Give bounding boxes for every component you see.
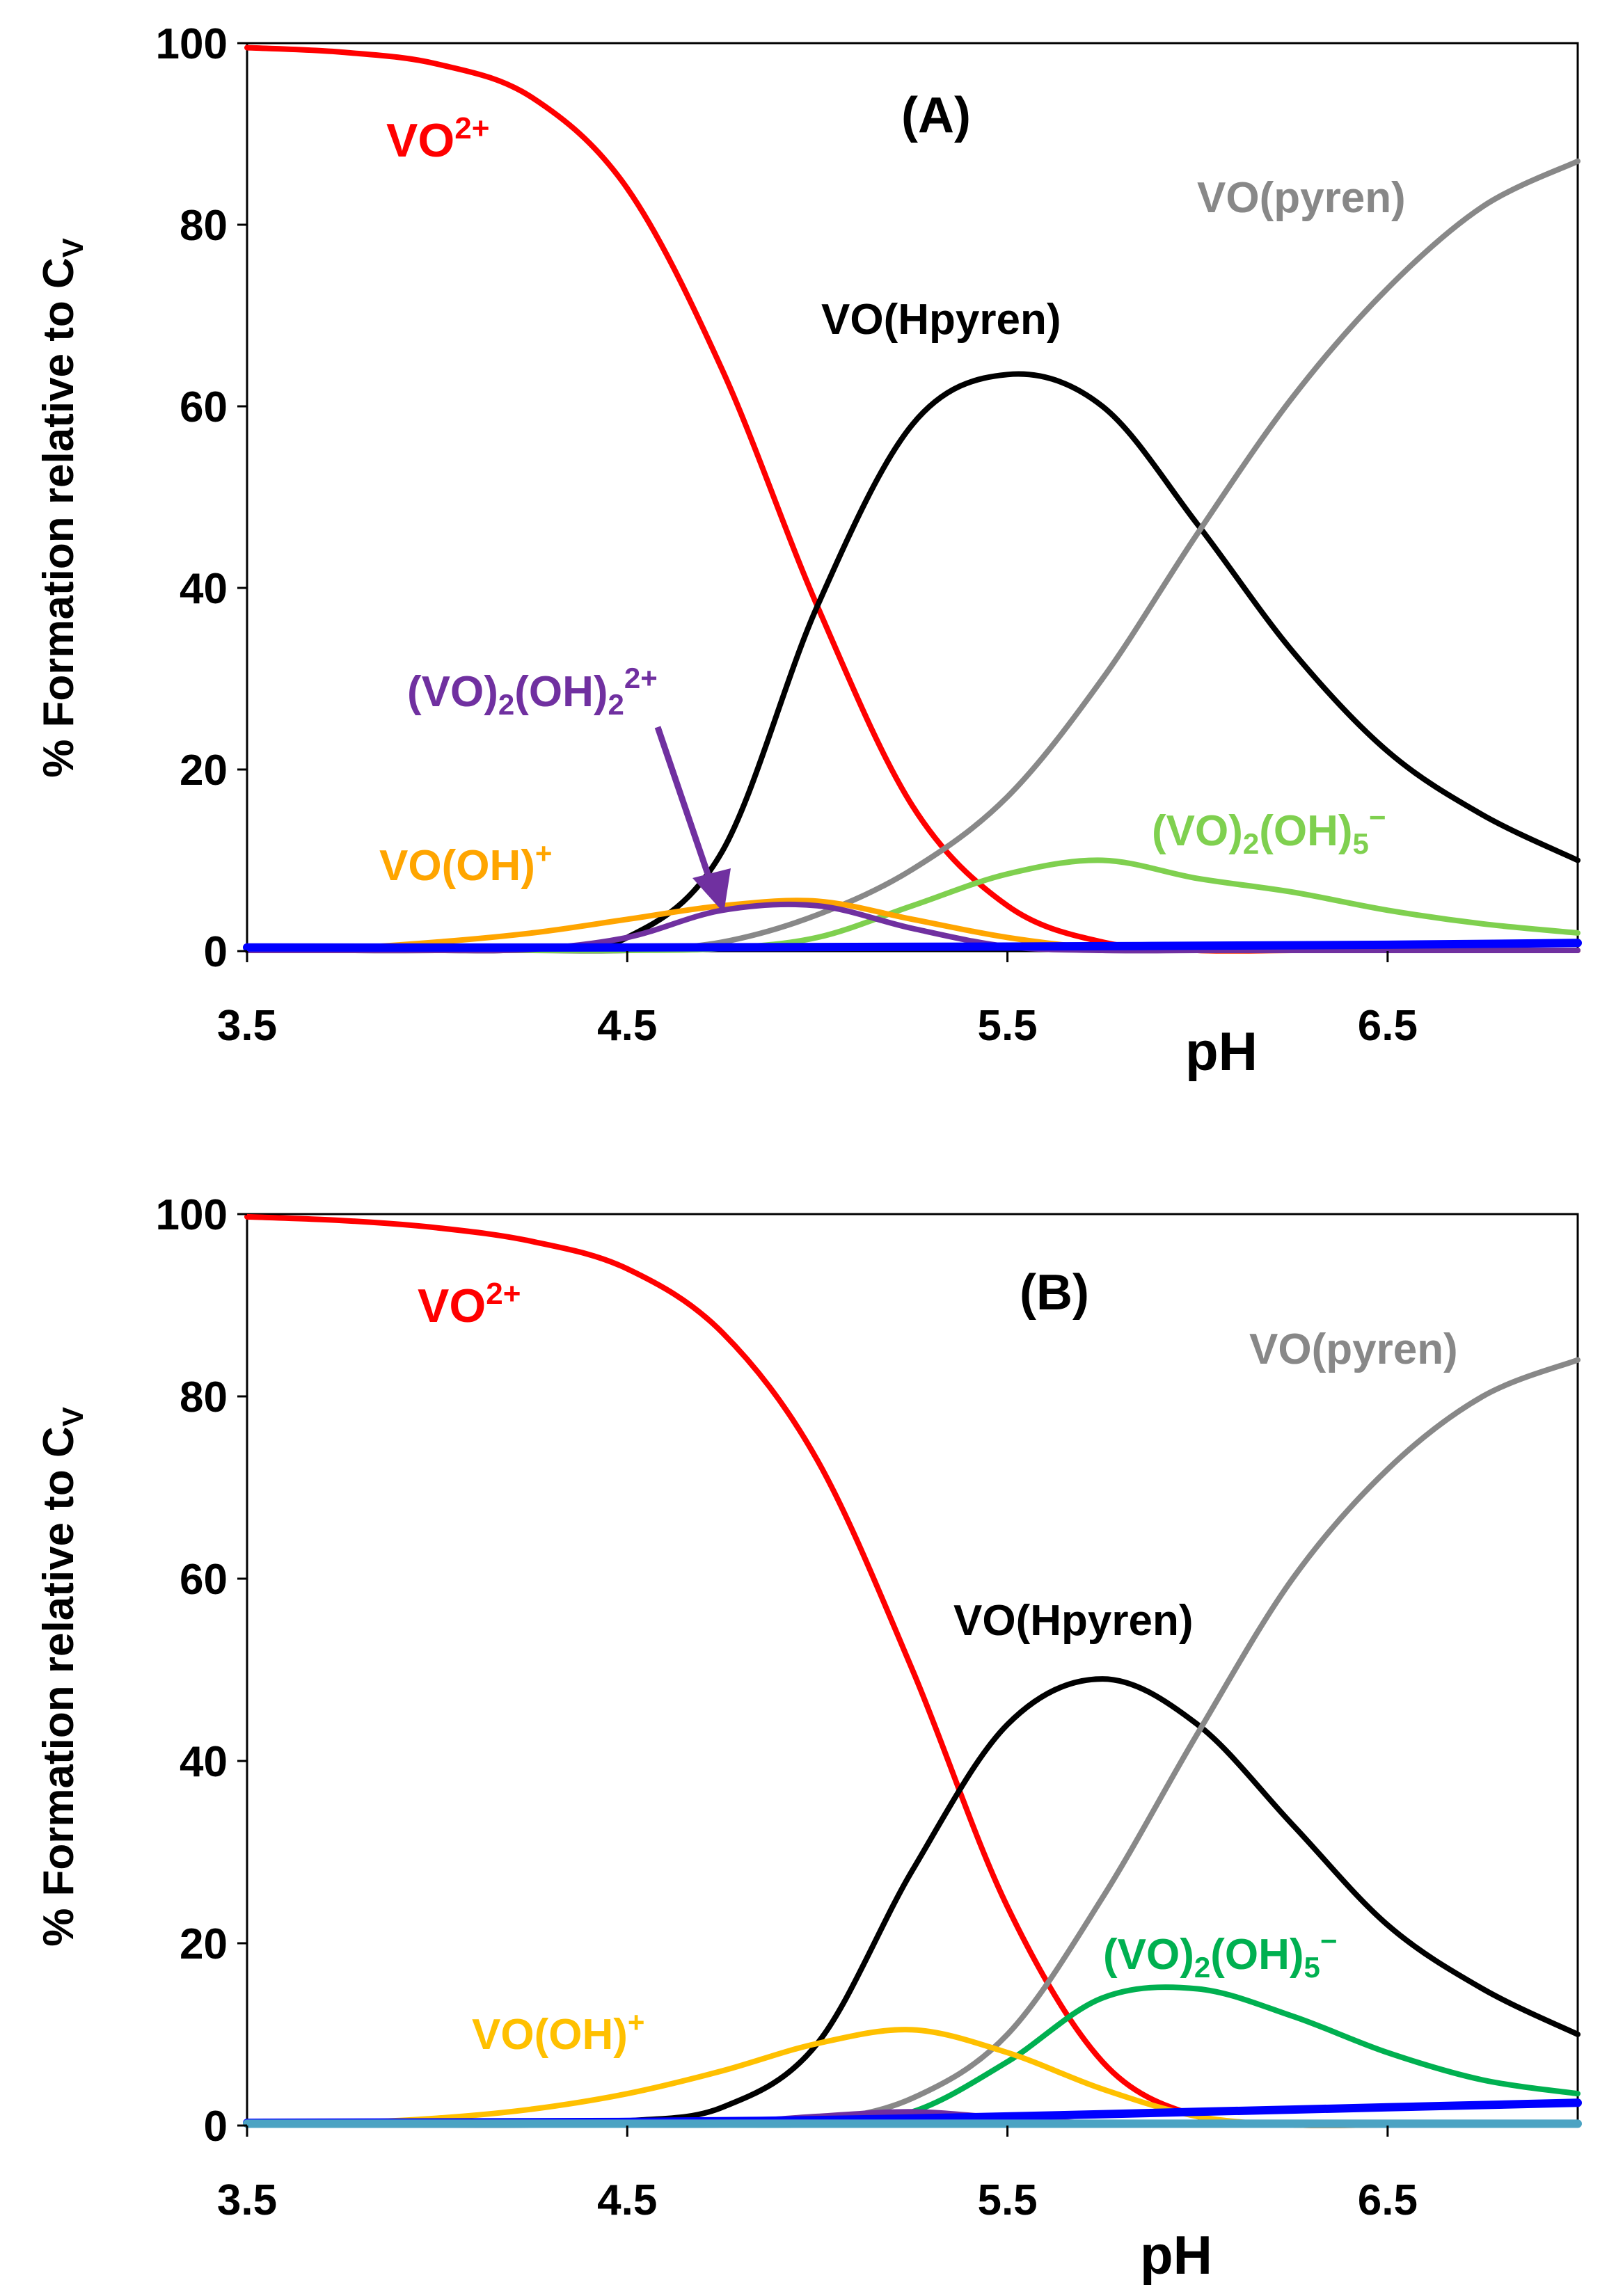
- x-tick-label: 5.5: [977, 2176, 1037, 2224]
- x-tick-label: 3.5: [217, 2176, 277, 2224]
- label-vo2oh5-a-mid: (OH): [1259, 807, 1352, 855]
- annotation-arrow-a-line: [654, 726, 713, 882]
- x-axis-label-b: pH: [1140, 2224, 1212, 2286]
- y-axis-label-b: % Formation relative to CV: [35, 1407, 89, 1947]
- tick-layer-b: 0 20 40 60 80 100 3.5 4.5 5.5 6.5: [156, 1191, 1418, 2224]
- y-tick-label: 80: [180, 202, 228, 250]
- label-vo2oh5-b-sup: −: [1320, 1924, 1338, 1957]
- label-vo2oh5-a-sup: −: [1369, 801, 1386, 834]
- x-axis-label-a: pH: [1185, 1021, 1258, 1082]
- label-vo2-a-sup: 2+: [454, 111, 489, 145]
- label-vohpyren-b: VO(Hpyren): [953, 1597, 1193, 1645]
- panel-b: 0 20 40 60 80 100 3.5 4.5 5.5 6.5 (B) pH % Format…: [35, 1191, 1582, 2286]
- label-vo2-b: VO2+: [418, 1277, 521, 1332]
- label-vo2oh5-b: (VO)2(OH)5−: [1103, 1924, 1337, 1984]
- label-vo2-a-main: VO: [386, 114, 454, 167]
- label-vo2oh5-b-sub2: 5: [1304, 1951, 1320, 1984]
- label-vo2oh5-a-sub: 2: [1243, 827, 1259, 860]
- panel-a: 0 20 40 60 80 100 3.5 4.5 5.5 6.5 (A) pH % Format…: [35, 20, 1582, 1082]
- y-tick-label: 20: [180, 1920, 228, 1968]
- y-tick-label: 0: [204, 2103, 228, 2151]
- x-tick-label: 6.5: [1358, 2176, 1418, 2224]
- plot-area-a: [246, 42, 1579, 952]
- series-layer-a: [243, 45, 1582, 954]
- y-tick-label: 40: [180, 565, 228, 613]
- y-tick-label: 60: [180, 1556, 228, 1604]
- tick-layer-a: 0 20 40 60 80 100 3.5 4.5 5.5 6.5: [156, 20, 1418, 1050]
- y-axis-label-a: % Formation relative to CV: [35, 238, 89, 778]
- y-axis-label-b-main: % Formation relative to C: [35, 1426, 83, 1947]
- annotation-arrow-a: [654, 726, 731, 913]
- label-vopyren-a: VO(pyren): [1197, 174, 1406, 222]
- y-tick-label: 20: [180, 747, 228, 795]
- x-tick-label: 5.5: [977, 1002, 1037, 1050]
- label-vooh-a: VO(OH)+: [379, 837, 552, 890]
- series-layer-b: [243, 1213, 1582, 2128]
- label-vo2oh22-a-mid: (OH): [514, 668, 608, 716]
- label-vopyren-b: VO(pyren): [1249, 1325, 1458, 1373]
- y-tick-label: 80: [180, 1373, 228, 1421]
- y-axis-label-a-main: % Formation relative to C: [35, 257, 83, 778]
- y-tick-label: 100: [156, 1191, 228, 1239]
- label-vo2oh5-a: (VO)2(OH)5−: [1152, 801, 1386, 860]
- y-axis-label-b-sub: V: [56, 1407, 89, 1426]
- label-vo2-b-sup: 2+: [486, 1277, 521, 1311]
- label-vooh-b: VO(OH)+: [472, 2006, 644, 2059]
- x-tick-label: 3.5: [217, 1002, 277, 1050]
- label-vooh-a-sup: +: [535, 837, 553, 870]
- y-tick-label: 60: [180, 383, 228, 431]
- x-tick-label: 4.5: [597, 2176, 657, 2224]
- label-vo2oh22-a: (VO)2(OH)22+: [407, 662, 658, 721]
- label-vo2-a: VO2+: [386, 111, 489, 167]
- x-tick-label: 6.5: [1358, 1002, 1418, 1050]
- label-vooh-b-main: VO(OH): [472, 2011, 628, 2059]
- label-vo2oh5-b-mid: (OH): [1210, 1931, 1304, 1979]
- annotation-arrow-a-head: [692, 868, 731, 913]
- label-vo2oh5-b-sub: 2: [1194, 1951, 1210, 1984]
- y-tick-label: 100: [156, 20, 228, 68]
- label-vo2oh5-b-main: (VO): [1103, 1931, 1194, 1979]
- panel-title-a: (A): [901, 88, 971, 143]
- series-line-blue-baseline: [243, 939, 1582, 952]
- label-vooh-a-main: VO(OH): [379, 842, 535, 890]
- label-vo2oh22-a-main: (VO): [407, 668, 498, 716]
- label-vohpyren-a: VO(Hpyren): [821, 296, 1061, 344]
- label-vo2oh22-a-sup: 2+: [624, 662, 658, 694]
- label-vo2oh5-a-sub2: 5: [1353, 827, 1369, 860]
- y-axis-label-a-sub: V: [56, 238, 89, 257]
- label-vooh-b-sup: +: [628, 2006, 645, 2039]
- label-vo2oh22-a-sub: 2: [498, 688, 514, 721]
- y-tick-label: 40: [180, 1738, 228, 1786]
- panel-title-b: (B): [1020, 1265, 1089, 1321]
- x-tick-label: 4.5: [597, 1002, 657, 1050]
- y-tick-label: 0: [204, 928, 228, 976]
- label-vo2-b-main: VO: [418, 1279, 486, 1332]
- label-vo2oh5-a-main: (VO): [1152, 807, 1243, 855]
- label-vo2oh22-a-sub2: 2: [608, 688, 624, 721]
